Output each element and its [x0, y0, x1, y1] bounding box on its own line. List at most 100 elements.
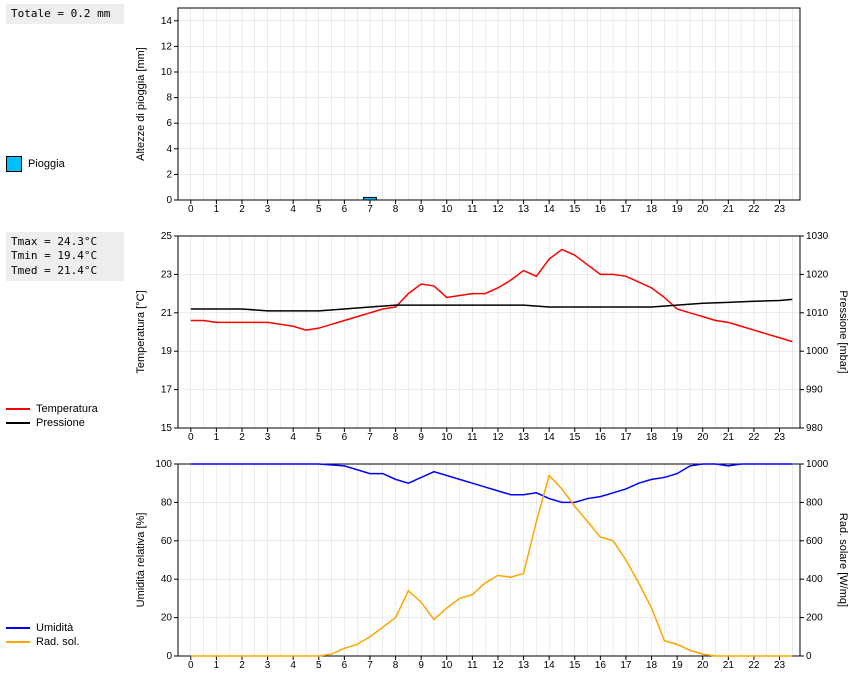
svg-text:12: 12 [161, 41, 173, 52]
svg-text:22: 22 [748, 432, 760, 443]
svg-text:16: 16 [595, 432, 607, 443]
svg-text:200: 200 [806, 613, 823, 624]
legend-label: Rad. sol. [36, 636, 79, 648]
svg-text:1: 1 [214, 660, 220, 671]
svg-text:20: 20 [161, 613, 173, 624]
svg-text:18: 18 [646, 204, 658, 215]
svg-text:10: 10 [161, 67, 173, 78]
svg-text:22: 22 [748, 660, 760, 671]
svg-text:4: 4 [290, 660, 296, 671]
svg-text:17: 17 [620, 660, 632, 671]
svg-text:5: 5 [316, 660, 322, 671]
series-umidita [191, 464, 793, 502]
svg-text:2: 2 [239, 660, 245, 671]
temp-chart: 0123456789101112131415161718192021222315… [130, 228, 860, 448]
svg-text:13: 13 [518, 204, 530, 215]
svg-text:7: 7 [367, 660, 373, 671]
svg-text:1000: 1000 [806, 459, 829, 470]
temp-stats: Tmax = 24.3°CTmin = 19.4°CTmed = 21.4°C [6, 232, 124, 281]
legend-swatch-line [6, 627, 30, 629]
svg-text:8: 8 [166, 93, 172, 104]
svg-text:11: 11 [467, 660, 478, 671]
svg-text:5: 5 [316, 204, 322, 215]
svg-text:800: 800 [806, 497, 823, 508]
svg-text:Rad. solare [W/mq]: Rad. solare [W/mq] [837, 513, 849, 607]
svg-text:Altezze di pioggia [mm]: Altezze di pioggia [mm] [135, 47, 147, 161]
legend-swatch-line [6, 422, 30, 424]
svg-text:17: 17 [161, 385, 173, 396]
svg-text:3: 3 [265, 432, 271, 443]
rain-stats: Totale = 0.2 mm [6, 4, 124, 24]
svg-text:20: 20 [697, 204, 709, 215]
svg-text:4: 4 [290, 432, 296, 443]
svg-text:15: 15 [161, 423, 173, 434]
legend-item: Pressione [6, 417, 124, 429]
legend-label: Pioggia [28, 158, 65, 170]
svg-text:2: 2 [239, 432, 245, 443]
svg-text:0: 0 [166, 651, 172, 662]
series-pressione [191, 299, 793, 311]
svg-text:15: 15 [569, 660, 581, 671]
svg-text:1000: 1000 [806, 346, 829, 357]
svg-text:11: 11 [467, 204, 478, 215]
legend-item: Temperatura [6, 403, 124, 415]
svg-text:20: 20 [697, 432, 709, 443]
svg-text:7: 7 [367, 432, 373, 443]
legend-item: Pioggia [6, 156, 124, 172]
svg-text:17: 17 [620, 432, 632, 443]
svg-text:5: 5 [316, 432, 322, 443]
svg-text:2: 2 [239, 204, 245, 215]
svg-text:19: 19 [161, 346, 173, 357]
legend-label: Temperatura [36, 403, 98, 415]
svg-text:18: 18 [646, 432, 658, 443]
svg-text:Pressione [mbar]: Pressione [mbar] [837, 290, 849, 373]
svg-text:21: 21 [723, 432, 735, 443]
legend-label: Pressione [36, 417, 85, 429]
svg-text:13: 13 [518, 432, 530, 443]
svg-text:2: 2 [166, 169, 172, 180]
svg-text:100: 100 [155, 459, 172, 470]
svg-text:19: 19 [672, 204, 684, 215]
svg-text:6: 6 [342, 660, 348, 671]
svg-text:16: 16 [595, 204, 607, 215]
svg-text:14: 14 [544, 432, 556, 443]
svg-text:12: 12 [492, 204, 504, 215]
svg-text:21: 21 [723, 204, 735, 215]
panel-humid-rad: UmiditàRad. sol.012345678910111213141516… [0, 456, 860, 676]
panel-temp-press: Tmax = 24.3°CTmin = 19.4°CTmed = 21.4°C T… [0, 228, 860, 448]
humid-chart: 0123456789101112131415161718192021222302… [130, 456, 860, 676]
svg-text:6: 6 [166, 118, 172, 129]
svg-text:3: 3 [265, 660, 271, 671]
svg-text:21: 21 [161, 308, 173, 319]
legend-item: Umidità [6, 622, 124, 634]
svg-text:12: 12 [492, 432, 504, 443]
svg-text:40: 40 [161, 574, 173, 585]
svg-text:1010: 1010 [806, 308, 829, 319]
svg-text:16: 16 [595, 660, 607, 671]
panel-humid-sidebar: Umidità Rad. sol. [0, 456, 130, 676]
svg-text:11: 11 [467, 432, 478, 443]
svg-text:19: 19 [672, 660, 684, 671]
svg-text:4: 4 [290, 204, 296, 215]
svg-text:10: 10 [441, 204, 453, 215]
svg-text:1020: 1020 [806, 269, 829, 280]
svg-text:14: 14 [544, 204, 556, 215]
svg-text:9: 9 [418, 432, 424, 443]
svg-text:9: 9 [418, 660, 424, 671]
legend-swatch-line [6, 408, 30, 410]
svg-text:15: 15 [569, 432, 581, 443]
svg-text:3: 3 [265, 204, 271, 215]
svg-text:0: 0 [806, 651, 812, 662]
svg-text:0: 0 [188, 204, 194, 215]
svg-text:400: 400 [806, 574, 823, 585]
svg-text:20: 20 [697, 660, 709, 671]
svg-text:21: 21 [723, 660, 735, 671]
svg-text:18: 18 [646, 660, 658, 671]
svg-text:14: 14 [544, 660, 556, 671]
svg-text:6: 6 [342, 432, 348, 443]
svg-text:990: 990 [806, 385, 823, 396]
svg-text:1030: 1030 [806, 231, 829, 242]
svg-text:23: 23 [161, 269, 173, 280]
svg-text:1: 1 [214, 432, 220, 443]
svg-text:13: 13 [518, 660, 530, 671]
